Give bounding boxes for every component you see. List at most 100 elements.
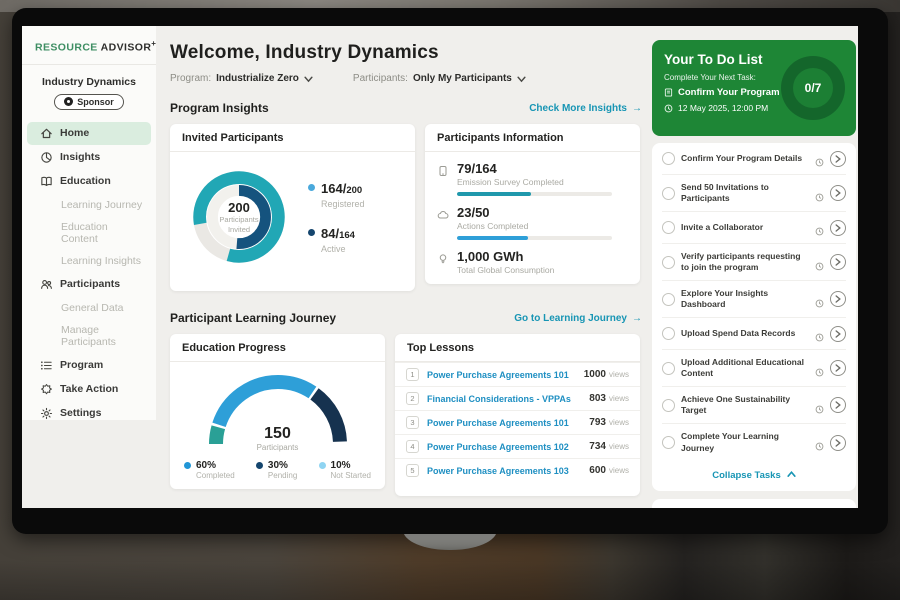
lesson-views: 600: [589, 465, 606, 476]
task-chevron-button[interactable]: [830, 291, 846, 308]
legend-item-completed: 60% Completed: [184, 460, 235, 480]
legend-label: Active: [321, 244, 346, 254]
gauge-chart: 150 Participants: [203, 370, 353, 454]
sidebar-item-education[interactable]: Education: [27, 170, 151, 193]
lesson-link[interactable]: Financial Considerations - VPPAs: [427, 393, 571, 404]
task-chevron-button[interactable]: [830, 360, 846, 377]
task-checkbox[interactable]: [662, 361, 675, 375]
task-checkbox[interactable]: [662, 327, 675, 341]
legend-item-active: 84/164 Active: [308, 225, 365, 254]
lesson-link[interactable]: Power Purchase Agreements 101: [427, 417, 569, 428]
lesson-link[interactable]: Power Purchase Agreements 101: [427, 369, 569, 380]
legend-label: Not Started: [330, 471, 371, 480]
todo-task[interactable]: Upload Spend Data Records: [662, 318, 846, 351]
lesson-rank: 2: [406, 392, 419, 405]
task-chevron-button[interactable]: [830, 185, 846, 202]
bulb-icon: [437, 252, 449, 264]
views-suffix: views: [608, 418, 629, 427]
info-value: 23/50: [457, 205, 490, 220]
sidebar-item-program[interactable]: Program: [27, 354, 151, 377]
todo-task[interactable]: Confirm Your Program Details: [662, 143, 846, 175]
card-title: Participants Information: [425, 124, 640, 152]
task-checkbox[interactable]: [662, 292, 675, 306]
sidebar-item-label: Manage Participants: [61, 323, 116, 348]
sidebar-item-home[interactable]: Home: [27, 121, 151, 145]
legend-dot: [318, 462, 326, 469]
task-chevron-button[interactable]: [830, 325, 846, 342]
gauge-center-value: 150: [264, 425, 291, 442]
todo-next-task[interactable]: Confirm Your Program Details: [664, 87, 844, 98]
lesson-row: 1 Power Purchase Agreements 101 1000 vie…: [395, 362, 640, 386]
task-chevron-button[interactable]: [830, 434, 846, 451]
go-to-learning-journey-link[interactable]: Go to Learning Journey →: [514, 313, 642, 324]
participants-filter[interactable]: Participants: Only My Participants: [353, 73, 526, 84]
todo-next-task-label: Confirm Your Program Details: [678, 87, 814, 98]
task-checkbox[interactable]: [662, 255, 675, 269]
sidebar-item-learning-insights[interactable]: Learning Insights: [27, 250, 151, 272]
participants-filter-label: Participants:: [352, 73, 408, 84]
donut-chart-area: 200 Participants Invited 164/200 Registe…: [170, 152, 415, 276]
sidebar-nav: Home Insights Education Learning Journey…: [22, 121, 156, 425]
sidebar-item-settings[interactable]: Settings: [27, 402, 151, 425]
card-title: Top Lessons: [395, 334, 640, 362]
lesson-rank: 5: [406, 464, 419, 477]
donut-svg: [193, 171, 285, 263]
donut-center-text: Invited: [227, 224, 251, 234]
task-checkbox[interactable]: [662, 221, 675, 235]
clock-icon: [815, 154, 824, 167]
donut-legend: 164/200 Registered 84/164 Active: [308, 180, 365, 254]
todo-task[interactable]: Complete Your Learning Journey: [662, 424, 846, 460]
sidebar-item-manage-participants[interactable]: Manage Participants: [27, 319, 151, 353]
todo-task[interactable]: Verify participants requesting to join t…: [662, 244, 846, 282]
task-label: Achieve One Sustainability Target: [681, 394, 791, 416]
views-suffix: views: [608, 394, 629, 403]
lesson-link[interactable]: Power Purchase Agreements 102: [427, 441, 569, 452]
task-label: Upload Spend Data Records: [681, 328, 796, 339]
sponsor-badge[interactable]: Sponsor: [54, 93, 124, 110]
todo-panel: Your To Do List Complete Your Next Task:…: [652, 40, 856, 508]
book-icon: [40, 175, 53, 188]
link-label: Check More Insights: [529, 102, 627, 114]
lesson-link[interactable]: Power Purchase Agreements 103: [427, 465, 569, 476]
check-more-insights-link[interactable]: Check More Insights →: [529, 103, 642, 114]
app-logo: RESOURCE ADVISOR+: [22, 26, 156, 54]
sidebar-item-take-action[interactable]: Take Action: [27, 378, 151, 401]
task-label: Invite a Collaborator: [681, 222, 764, 233]
sidebar-item-participants[interactable]: Participants: [27, 273, 151, 296]
task-checkbox[interactable]: [662, 398, 675, 412]
task-checkbox[interactable]: [662, 436, 675, 450]
info-value: 79/164: [457, 161, 497, 176]
info-label: Emission Survey Completed: [457, 177, 564, 187]
sidebar-item-label: Participants: [60, 278, 121, 290]
todo-task[interactable]: Send 50 Invitations to Participants: [662, 175, 846, 213]
task-label: Complete Your Learning Journey: [681, 431, 779, 453]
lesson-rank: 3: [406, 416, 419, 429]
todo-task[interactable]: Achieve One Sustainability Target: [662, 387, 846, 425]
lesson-rank: 1: [406, 368, 419, 381]
sidebar-item-learning-journey[interactable]: Learning Journey: [27, 194, 151, 216]
arrow-right-icon: →: [632, 312, 642, 324]
task-chevron-button[interactable]: [830, 150, 846, 167]
lesson-views: 803: [589, 393, 606, 404]
sidebar-item-insights[interactable]: Insights: [27, 146, 151, 169]
sidebar-item-label: Learning Journey: [61, 198, 143, 211]
main-content: Welcome, Industry Dynamics Program: Indu…: [170, 26, 642, 496]
collapse-tasks-link[interactable]: Collapse Tasks: [662, 461, 846, 491]
logo-plus: +: [151, 39, 157, 48]
section-title: Participant Learning Journey: [170, 311, 337, 325]
task-checkbox[interactable]: [662, 152, 675, 165]
todo-task[interactable]: Invite a Collaborator: [662, 212, 846, 245]
task-checkbox[interactable]: [662, 186, 675, 200]
task-chevron-button[interactable]: [830, 254, 846, 271]
donut-center-value: 200: [228, 199, 250, 215]
participants-information-card: Participants Information 79/164 Emission…: [425, 124, 640, 284]
sidebar-item-general-data[interactable]: General Data: [27, 297, 151, 319]
sidebar-item-education-content[interactable]: Education Content: [27, 216, 151, 250]
todo-task[interactable]: Explore Your Insights Dashboard: [662, 281, 846, 319]
program-filter[interactable]: Program: Industrialize Zero: [170, 73, 313, 84]
task-chevron-button[interactable]: [830, 397, 846, 414]
legend-value: 84/: [321, 226, 340, 241]
todo-task[interactable]: Upload Additional Educational Content: [662, 350, 846, 388]
todo-tasks-card: Confirm Your Program Details Send 50 Inv…: [652, 143, 856, 491]
task-chevron-button[interactable]: [830, 219, 846, 236]
